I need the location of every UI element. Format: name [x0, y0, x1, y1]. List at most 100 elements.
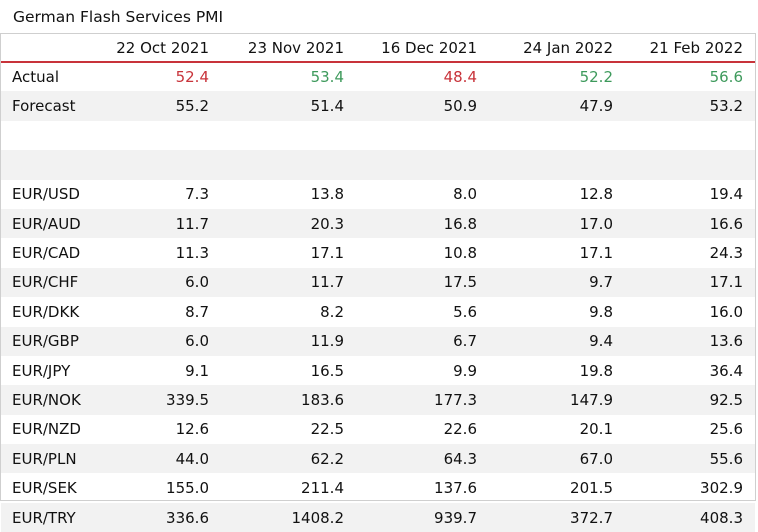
spacer-row [1, 150, 755, 180]
spacer-row [1, 121, 755, 150]
table-cell [625, 121, 755, 150]
table-row: Actual 52.4 53.4 48.4 52.2 56.6 [1, 62, 755, 91]
table-cell: 372.7 [489, 502, 625, 532]
row-label: Forecast [1, 91, 85, 121]
table-cell: 8.2 [320, 302, 344, 321]
table-cell: 12.8 [579, 185, 613, 204]
table-cell: 11.7 [221, 267, 356, 298]
table-cell: 6.7 [356, 326, 489, 356]
row-label: EUR/CAD [12, 244, 81, 263]
table-body: Actual 52.4 53.4 48.4 52.2 56.6 Forecast 55.2 51… [1, 62, 755, 532]
pmi-table-frame: 22 Oct 2021 23 Nov 2021 16 Dec 2021 24 J… [0, 33, 756, 532]
table-cell: 20.1 [579, 420, 613, 439]
table-cell: 8.7 [185, 302, 209, 321]
table-cell: 17.1 [310, 244, 344, 263]
row-label [1, 150, 85, 180]
table-cell: 16.6 [625, 208, 755, 239]
table-cell: 9.8 [589, 302, 613, 321]
table-cell: 24.3 [709, 244, 743, 263]
table-cell: 6.0 [85, 326, 221, 356]
table-cell: 55.2 [85, 91, 221, 121]
table-cell: 53.4 [310, 68, 344, 87]
row-label: EUR/DKK [12, 302, 80, 321]
row-label: EUR/GBP [1, 326, 85, 356]
table-cell: 17.1 [579, 244, 613, 263]
table-title: German Flash Services PMI [13, 8, 224, 26]
table-cell: 55.6 [625, 444, 755, 474]
table-cell: 17.0 [489, 208, 625, 239]
table-row: EUR/USD 7.3 13.8 8.0 12.8 19.4 [1, 180, 755, 209]
table-cell: 16.0 [709, 302, 743, 321]
table-cell [625, 150, 755, 180]
table-cell: 22.6 [443, 420, 477, 439]
table-row: EUR/GBP 6.0 11.9 6.7 9.4 13.6 [1, 326, 755, 356]
row-label: Actual [12, 68, 59, 87]
table-cell: 9.9 [453, 361, 477, 380]
table-cell: 9.1 [185, 361, 209, 380]
table-cell: 155.0 [166, 479, 209, 498]
pmi-table: 22 Oct 2021 23 Nov 2021 16 Dec 2021 24 J… [1, 34, 755, 532]
column-header [1, 34, 85, 63]
table-cell: 137.6 [434, 479, 477, 498]
table-cell: 5.6 [453, 302, 477, 321]
table-cell: 12.6 [175, 420, 209, 439]
table-cell: 25.6 [709, 420, 743, 439]
table-cell: 183.6 [221, 385, 356, 415]
row-label [1, 121, 85, 150]
table-cell [85, 121, 221, 150]
table-cell: 52.4 [175, 68, 209, 87]
column-header: 21 Feb 2022 [625, 34, 755, 63]
table-cell: 9.4 [489, 326, 625, 356]
table-row: Forecast 55.2 51.4 50.9 47.9 53.2 [1, 91, 755, 121]
table-cell: 62.2 [221, 444, 356, 474]
table-row: EUR/NZD 12.6 22.5 22.6 20.1 25.6 [1, 415, 755, 444]
table-cell: 16.8 [356, 208, 489, 239]
table-cell [221, 121, 356, 150]
table-row: EUR/PLN 44.0 62.2 64.3 67.0 55.6 [1, 444, 755, 474]
row-label: EUR/USD [12, 185, 80, 204]
table-row: EUR/SEK 155.0 211.4 137.6 201.5 302.9 [1, 473, 755, 502]
table-cell: 52.2 [579, 68, 613, 87]
table-cell: 9.7 [489, 267, 625, 298]
row-label: EUR/TRY [1, 502, 85, 532]
table-cell: 1408.2 [221, 502, 356, 532]
table-cell: 51.4 [221, 91, 356, 121]
table-cell: 13.8 [310, 185, 344, 204]
table-cell: 17.5 [356, 267, 489, 298]
table-cell: 67.0 [489, 444, 625, 474]
table-cell: 50.9 [356, 91, 489, 121]
table-cell: 177.3 [356, 385, 489, 415]
table-cell [489, 121, 625, 150]
table-cell [489, 150, 625, 180]
table-cell: 22.5 [310, 420, 344, 439]
column-header: 23 Nov 2021 [221, 34, 356, 63]
table-row: EUR/TRY 336.6 1408.2 939.7 372.7 408.3 [1, 502, 755, 532]
table-cell: 44.0 [85, 444, 221, 474]
table-cell: 302.9 [700, 479, 743, 498]
table-cell: 201.5 [570, 479, 613, 498]
table-cell: 10.8 [443, 244, 477, 263]
table-cell: 53.2 [625, 91, 755, 121]
table-cell: 7.3 [185, 185, 209, 204]
table-cell: 20.3 [221, 208, 356, 239]
table-row: EUR/NOK 339.5 183.6 177.3 147.9 92.5 [1, 385, 755, 415]
table-cell: 92.5 [625, 385, 755, 415]
table-cell: 11.7 [85, 208, 221, 239]
table-row: EUR/AUD 11.7 20.3 16.8 17.0 16.6 [1, 208, 755, 239]
table-cell: 56.6 [709, 68, 743, 87]
table-cell [85, 150, 221, 180]
table-cell: 408.3 [625, 502, 755, 532]
table-cell: 336.6 [85, 502, 221, 532]
table-cell: 939.7 [356, 502, 489, 532]
row-label: EUR/PLN [1, 444, 85, 474]
table-cell: 16.5 [310, 361, 344, 380]
table-cell: 211.4 [301, 479, 344, 498]
table-cell [356, 121, 489, 150]
table-row: EUR/JPY 9.1 16.5 9.9 19.8 36.4 [1, 356, 755, 385]
table-cell: 11.3 [175, 244, 209, 263]
row-label: EUR/SEK [12, 479, 77, 498]
row-label: EUR/NZD [12, 420, 81, 439]
table-cell: 147.9 [489, 385, 625, 415]
table-cell [356, 150, 489, 180]
table-cell: 47.9 [489, 91, 625, 121]
